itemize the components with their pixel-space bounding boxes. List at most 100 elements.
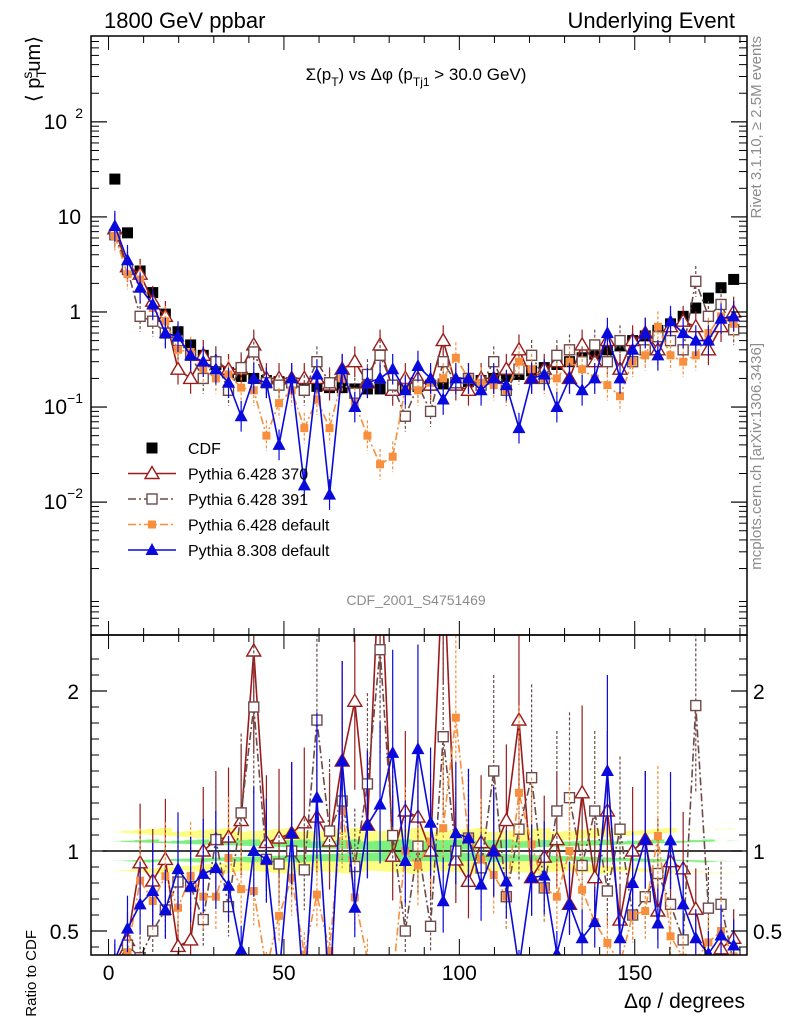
ratio-point (335, 754, 349, 766)
data-point (399, 410, 412, 422)
ratio-point (222, 878, 236, 891)
ratio-point (666, 932, 675, 941)
data-point (120, 253, 134, 266)
x-tick-label: 50 (272, 962, 295, 985)
data-point (348, 400, 362, 413)
data-point (374, 349, 386, 362)
ratio-point (389, 976, 397, 984)
ratio-point (398, 854, 412, 866)
data-point (512, 421, 526, 434)
ratio-point (677, 934, 689, 946)
data-point (461, 371, 475, 384)
data-point (601, 355, 614, 368)
ratio-point (182, 931, 199, 946)
ratio-point (386, 829, 399, 842)
x-tick-label: 150 (617, 962, 652, 985)
ratio-point (436, 547, 450, 559)
data-point (728, 273, 740, 285)
y-tick-label: 10 (44, 396, 67, 419)
data-point (235, 361, 247, 374)
ratio-point (147, 925, 159, 937)
data-point (300, 424, 309, 433)
legend-label: Pythia 8.308 default (188, 543, 330, 560)
data-point (325, 424, 334, 433)
y-tick-label: 10 (58, 206, 81, 229)
ratio-point (237, 885, 246, 894)
ratio-point (514, 788, 523, 797)
data-point (641, 351, 650, 360)
ratio-point (323, 825, 336, 837)
data-point (638, 326, 652, 339)
data-point (437, 355, 449, 368)
data-point (413, 386, 422, 395)
ratio-point (348, 900, 362, 913)
ratio-point (373, 797, 387, 810)
data-point (134, 310, 146, 323)
title-subscript: Tj1 (413, 75, 430, 89)
ratio-point (273, 858, 285, 870)
legend (128, 442, 176, 555)
data-point (184, 348, 198, 361)
ratio-point (399, 925, 412, 937)
ratio-point (601, 885, 614, 897)
y-tick-exponent: −2 (67, 485, 83, 501)
ratio-point (461, 831, 475, 844)
ratio-y-tick-label-right: 0.5 (753, 921, 782, 944)
title-part: ) vs Δφ (p (339, 65, 413, 84)
data-point (196, 354, 210, 367)
data-point (335, 362, 349, 375)
ratio-point (248, 701, 260, 713)
ratio-point (676, 897, 690, 910)
data-point (247, 371, 261, 384)
data-point (373, 371, 387, 384)
data-point (552, 374, 561, 383)
ratio-point (499, 874, 513, 887)
ratio-point (498, 812, 515, 827)
ratio-point (573, 784, 591, 799)
ratio-point (576, 859, 588, 872)
data-point (603, 381, 612, 390)
data-point (514, 357, 523, 366)
series-2 (109, 219, 740, 432)
data-point (575, 383, 589, 396)
data-point (169, 360, 187, 375)
legend-marker (146, 493, 158, 505)
ratio-point (373, 539, 387, 551)
y-label-part: ⟨ p (23, 78, 45, 102)
data-point (259, 375, 273, 388)
ratio-point (325, 947, 334, 955)
data-point (474, 383, 488, 396)
ratio-point (312, 890, 321, 899)
data-point (550, 400, 564, 413)
data-point (234, 409, 248, 422)
data-point (121, 227, 133, 239)
ratio-point (525, 870, 539, 883)
ratio-point (512, 960, 525, 972)
ratio-point (488, 765, 500, 777)
ratio-point (285, 826, 299, 839)
ratio-point (653, 832, 662, 840)
x-tick-label: 0 (103, 962, 115, 985)
ratio-point (158, 902, 172, 915)
ratio-point (729, 959, 739, 969)
ratio-y-tick-label-right: 1 (753, 841, 765, 864)
ratio-point (363, 955, 371, 963)
ratio-point (275, 911, 284, 920)
ratio-point (589, 805, 601, 817)
ratio-point (702, 902, 715, 914)
data-point (363, 431, 372, 440)
data-point (297, 478, 311, 491)
ratio-point (552, 946, 562, 955)
data-point (272, 437, 286, 450)
ratio-point (690, 699, 702, 712)
ratio-point (474, 877, 488, 890)
data-point (525, 371, 539, 384)
y-tick-label: 10 (44, 111, 67, 134)
ratio-point (413, 861, 422, 870)
data-point (109, 173, 121, 185)
data-point (411, 359, 425, 372)
data-point (499, 378, 513, 391)
data-point (209, 362, 223, 375)
ratio-point (692, 956, 700, 964)
